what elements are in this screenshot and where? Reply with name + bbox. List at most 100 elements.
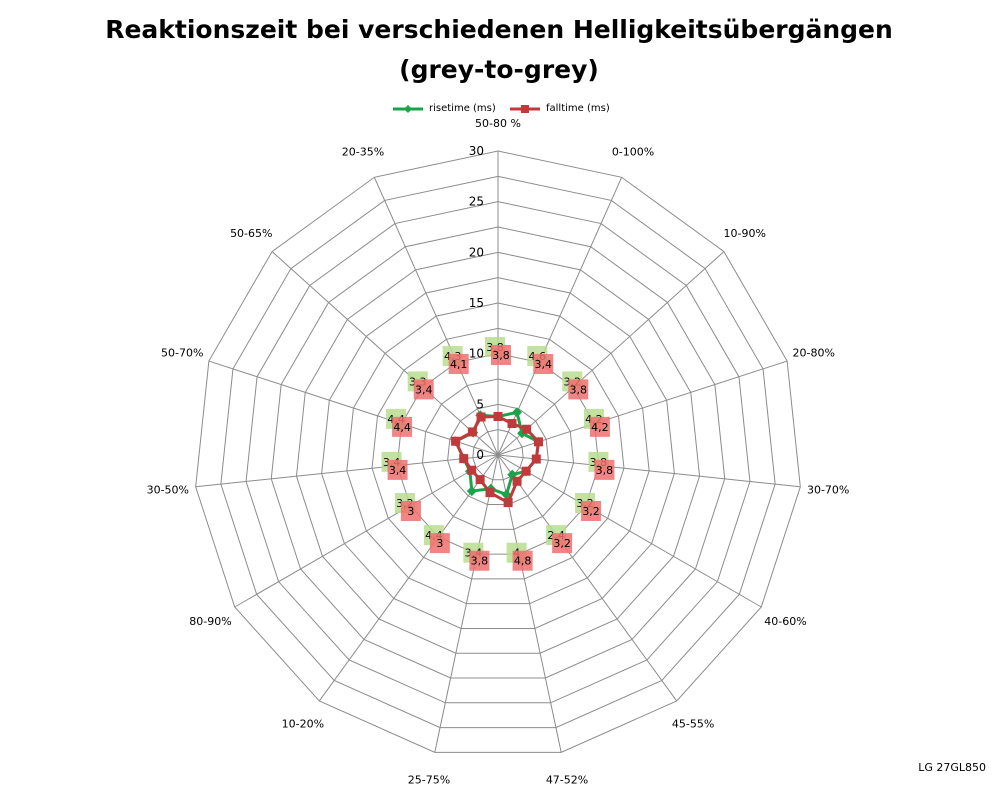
risetime-point (466, 486, 477, 497)
grid-ring (295, 251, 701, 654)
falltime-data-label: 3,2 (582, 505, 600, 518)
falltime-data-label-bg (589, 416, 610, 437)
falltime-data-label-bg (581, 501, 602, 521)
category-label: 10-20% (282, 718, 324, 731)
falltime-data-label-bg (400, 501, 421, 521)
grid-ring (321, 277, 675, 629)
grid-spoke (497, 454, 762, 608)
category-label: 45-55% (672, 718, 714, 731)
watermark-label: LG 27GL850 (918, 761, 986, 774)
falltime-data-label-bg (392, 416, 413, 437)
falltime-data-label: 4,4 (393, 421, 411, 434)
grid-ring (346, 302, 650, 605)
category-label: 80-90% (189, 615, 231, 628)
falltime-data-label-bg (552, 533, 573, 554)
falltime-point (467, 427, 477, 437)
falltime-data-label-bg (387, 459, 408, 480)
falltime-data-label-bg (594, 459, 615, 480)
falltime-data-label: 3 (436, 537, 443, 550)
falltime-point (507, 419, 517, 429)
grid-ring (245, 201, 751, 704)
category-label: 47-52% (546, 774, 588, 786)
grid-ring (195, 150, 801, 753)
falltime-point (521, 466, 531, 476)
risetime-point (511, 407, 522, 418)
category-label: 20-35% (342, 146, 384, 159)
legend-line-risetime-icon (393, 105, 423, 113)
grid-spoke (195, 454, 499, 488)
grid-ring (371, 327, 625, 580)
grid-ring (220, 175, 776, 729)
grid-spoke (271, 251, 499, 456)
falltime-point (476, 412, 486, 422)
grid-ring (270, 226, 726, 679)
category-label: 40-60% (764, 615, 806, 628)
grid-ring (447, 403, 549, 506)
grid-ring (421, 378, 575, 530)
grid-ring (472, 429, 524, 481)
category-label: 10-90% (724, 227, 766, 240)
falltime-point (503, 498, 513, 508)
falltime-point (475, 475, 485, 485)
falltime-data-label: 3,8 (471, 555, 489, 568)
grid-spoke (234, 454, 499, 608)
grid-spoke (373, 177, 499, 456)
falltime-data-label: 4,1 (450, 358, 468, 371)
grid-ring (396, 353, 600, 555)
category-label: 50-65% (230, 227, 272, 240)
chart-title: Reaktionszeit bei verschiedenen Helligke… (0, 10, 998, 90)
falltime-series-line (454, 414, 540, 505)
axis-tick-label: 15 (469, 296, 484, 310)
falltime-data-label-bg (533, 353, 554, 374)
axis-tick-label: 25 (469, 195, 484, 209)
falltime-point (451, 436, 461, 446)
axis-tick-label: 10 (469, 347, 484, 361)
falltime-data-label-bg (491, 345, 511, 365)
falltime-point (485, 488, 495, 498)
chart-legend: risetime (ms) falltime (ms) (0, 100, 998, 118)
grid-spoke (497, 251, 725, 456)
axis-tick-label: 30 (469, 144, 484, 158)
category-label: 20-80% (793, 346, 835, 359)
falltime-point (512, 476, 522, 486)
falltime-point (493, 411, 503, 421)
grid-spoke (497, 454, 678, 702)
legend-label-falltime: falltime (ms) (546, 103, 610, 114)
falltime-data-label: 3,4 (389, 464, 407, 477)
falltime-data-label: 4,2 (591, 421, 609, 434)
grid-spoke (208, 360, 499, 456)
grid-spoke (318, 454, 499, 702)
axis-tick-label: 0 (476, 448, 484, 462)
falltime-point (533, 437, 543, 447)
category-label: 0-100% (612, 146, 654, 159)
grid-spoke (497, 454, 801, 488)
axis-tick-label: 20 (469, 245, 484, 259)
falltime-data-label: 3,2 (553, 537, 571, 550)
grid-spoke (497, 177, 623, 456)
falltime-data-label-bg (413, 379, 434, 400)
grid-spoke (434, 454, 499, 753)
falltime-data-label-bg (512, 550, 533, 571)
falltime-point (531, 454, 541, 464)
chart-title-line-2: (grey-to-grey) (399, 55, 599, 84)
falltime-data-label: 3 (407, 505, 414, 518)
falltime-data-label: 3,8 (492, 349, 510, 362)
category-label: 50-80 % (475, 117, 521, 130)
falltime-data-label-bg (429, 533, 450, 554)
grid-spoke (497, 360, 788, 456)
legend-line-falltime-icon (510, 105, 540, 113)
falltime-data-label: 3,4 (535, 358, 553, 371)
falltime-point (459, 454, 469, 464)
axis-tick-label: 5 (476, 397, 484, 411)
chart-title-line-1: Reaktionszeit bei verschiedenen Helligke… (105, 15, 893, 44)
category-label: 25-75% (408, 774, 450, 786)
falltime-point (522, 424, 532, 434)
category-label: 30-50% (147, 484, 189, 497)
legend-label-risetime: risetime (ms) (429, 103, 496, 114)
falltime-point (467, 465, 477, 475)
category-label: 30-70% (807, 484, 849, 497)
falltime-data-label: 4,8 (514, 555, 532, 568)
falltime-data-label: 3,8 (570, 383, 588, 396)
falltime-data-label: 3,8 (596, 464, 614, 477)
